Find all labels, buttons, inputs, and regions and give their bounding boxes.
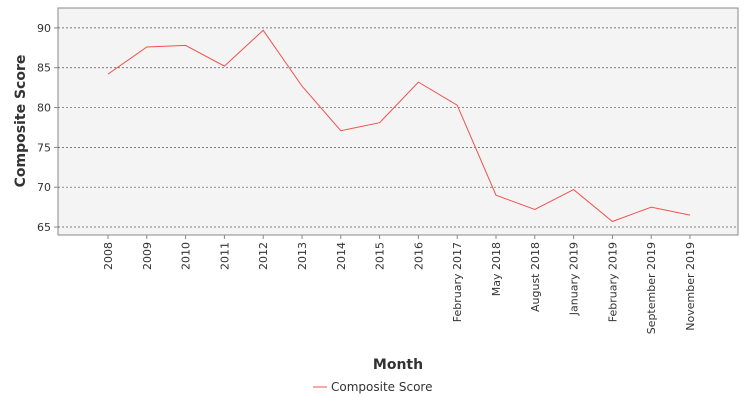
x-tick-label: 2012 — [257, 242, 270, 270]
x-ticks: 2008 2009 2010 2011 2012 2013 2014 2015 2016 Febr… — [102, 235, 697, 334]
x-tick-label: 2013 — [296, 242, 309, 270]
x-tick-label: 2009 — [141, 242, 154, 270]
x-tick-label: May 2018 — [490, 242, 503, 296]
series-lines — [107, 29, 691, 223]
y-tick-label: 75 — [37, 141, 51, 154]
legend: Composite Score — [313, 380, 432, 394]
y-tick-label: 70 — [37, 181, 51, 194]
y-axis-title: Composite Score — [13, 55, 29, 188]
x-axis-title: Month — [373, 357, 423, 373]
x-tick-label: November 2019 — [684, 242, 697, 331]
x-tick-label: 2011 — [218, 242, 231, 270]
y-tick-label: 65 — [37, 221, 51, 234]
x-tick-label: September 2019 — [645, 242, 658, 334]
plot-area — [57, 7, 739, 236]
y-ticks: 65 70 75 80 85 90 — [37, 22, 58, 234]
x-tick-label: February 2017 — [451, 242, 464, 322]
y-tick-label: 85 — [37, 62, 51, 75]
x-tick-label: 2008 — [102, 242, 115, 270]
y-tick-label: 90 — [37, 22, 51, 35]
grid-lines — [58, 27, 738, 228]
x-tick-label: January 2019 — [568, 242, 581, 316]
y-tick-label: 80 — [37, 102, 51, 115]
x-tick-label: 2014 — [335, 242, 348, 270]
series-line — [107, 29, 691, 223]
x-tick-label: February 2019 — [606, 242, 619, 322]
x-tick-label: 2010 — [180, 242, 193, 270]
legend-label: Composite Score — [331, 380, 432, 394]
x-tick-label: August 2018 — [529, 242, 542, 312]
x-tick-label: 2015 — [374, 242, 387, 270]
x-tick-label: 2016 — [412, 242, 425, 270]
